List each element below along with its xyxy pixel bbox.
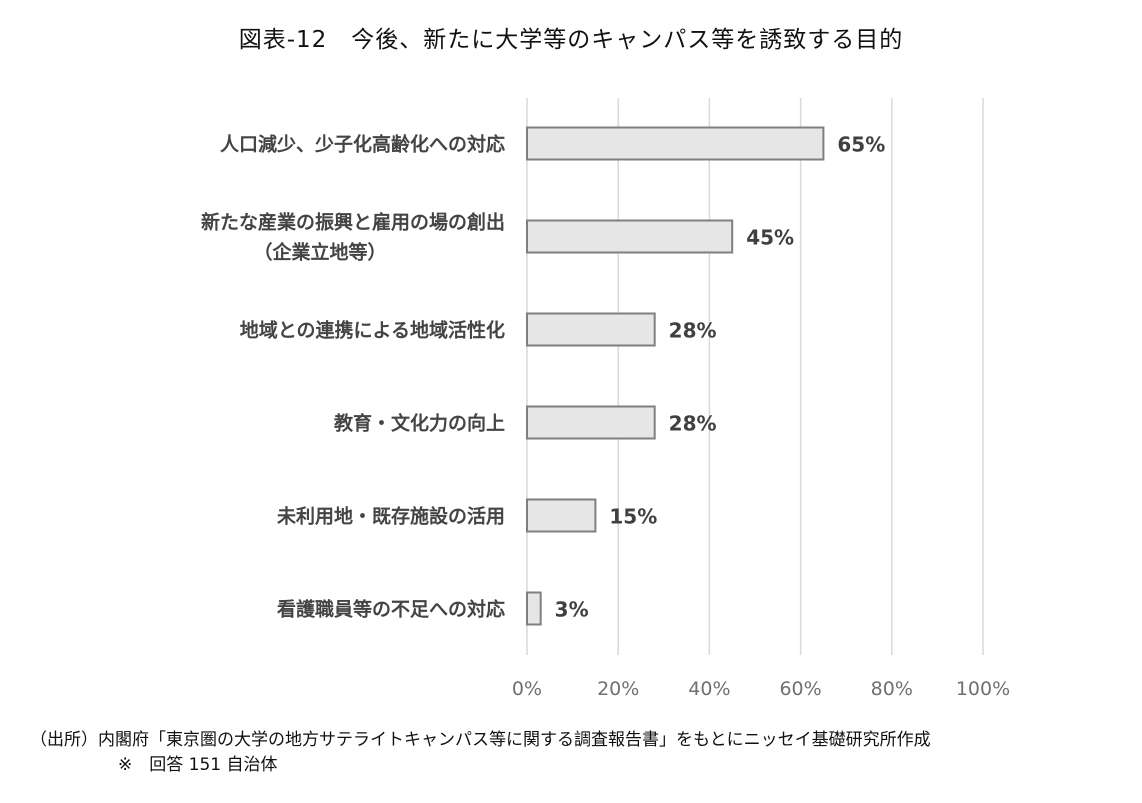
bar-chart: 0% 20% 40% 60% 80% 100% 65% 人口減少、少子化高齢化への対応 45% 新…: [201, 98, 1010, 701]
category-label: 人口減少、少子化高齢化への対応: [220, 133, 505, 156]
category-label: 看護職員等の不足への対応: [276, 598, 505, 621]
data-label: 15%: [609, 505, 657, 529]
x-tick-label: 20%: [597, 678, 639, 700]
bar: [526, 219, 734, 254]
gridlines: [526, 98, 984, 655]
labels: 0% 20% 40% 60% 80% 100% 65% 人口減少、少子化高齢化への対応 45% 新…: [201, 133, 1010, 701]
data-label: 65%: [837, 133, 885, 157]
data-label: 28%: [669, 412, 717, 436]
bar: [526, 312, 656, 347]
category-label: 新たな産業の振興と雇用の場の創出: [201, 211, 505, 234]
data-label: 28%: [669, 319, 717, 343]
x-tick-label: 100%: [956, 678, 1010, 700]
bar: [526, 498, 597, 533]
category-label-sub: （企業立地等）: [253, 241, 386, 264]
bar: [526, 591, 542, 626]
category-label: 地域との連携による地域活性化: [240, 319, 505, 342]
source-note: （出所）内閣府「東京圏の大学の地方サテライトキャンパス等に関する調査報告書」をも…: [30, 730, 931, 750]
bar: [526, 405, 656, 440]
x-tick-label: 0%: [512, 678, 542, 700]
bar: [526, 126, 825, 161]
respondent-note: ※ 回答 151 自治体: [118, 755, 278, 775]
chart-title: 図表-12 今後、新たに大学等のキャンパス等を誘致する目的: [238, 27, 904, 53]
data-label: 3%: [555, 598, 589, 622]
category-label: 教育・文化力の向上: [334, 412, 505, 435]
category-label: 未利用地・既存施設の活用: [276, 505, 505, 528]
x-tick-label: 60%: [779, 678, 821, 700]
data-label: 45%: [746, 226, 794, 250]
bars: [526, 126, 825, 626]
x-tick-label: 40%: [688, 678, 730, 700]
x-tick-label: 80%: [871, 678, 913, 700]
